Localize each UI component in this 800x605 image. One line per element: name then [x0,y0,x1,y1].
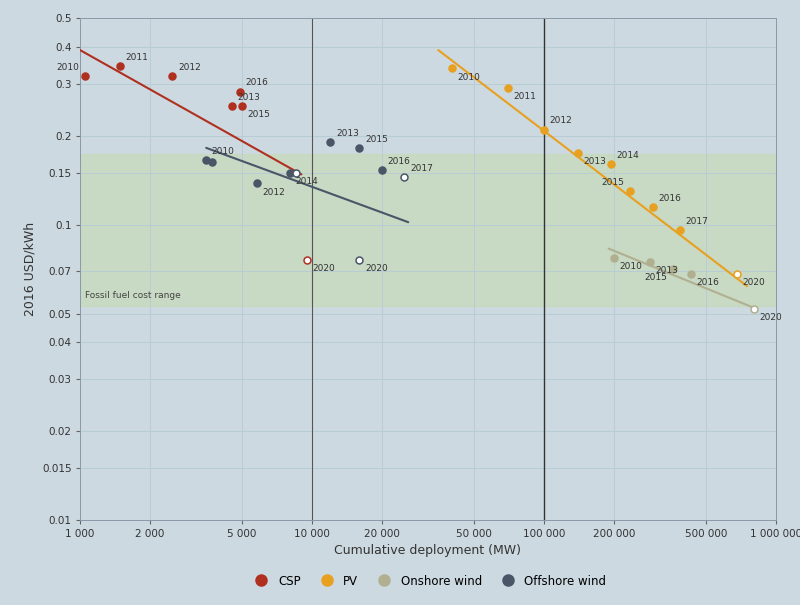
Text: 2010: 2010 [212,147,234,156]
Text: 2016: 2016 [387,157,410,166]
Text: 2010: 2010 [619,263,642,272]
Text: 2016: 2016 [246,79,269,88]
Text: 2020: 2020 [759,313,782,322]
Text: 2016: 2016 [658,194,682,203]
Legend: CSP, PV, Onshore wind, Offshore wind: CSP, PV, Onshore wind, Offshore wind [245,570,611,592]
Text: 2015: 2015 [602,178,625,187]
Text: 2010: 2010 [458,73,480,82]
X-axis label: Cumulative deployment (MW): Cumulative deployment (MW) [334,544,522,557]
Text: 2012: 2012 [178,63,201,72]
Text: 2014: 2014 [617,151,639,160]
Text: 2013: 2013 [237,93,260,102]
Text: 2014: 2014 [295,177,318,186]
Text: 2015: 2015 [645,273,667,282]
Text: 2012: 2012 [262,188,286,197]
Text: 2015: 2015 [248,110,270,119]
Text: 2020: 2020 [742,278,766,287]
Text: 2011: 2011 [514,92,537,101]
Text: Fossil fuel cost range: Fossil fuel cost range [85,291,181,300]
Y-axis label: 2016 USD/kWh: 2016 USD/kWh [23,222,37,316]
Text: 2016: 2016 [697,278,719,287]
Text: 2013: 2013 [336,129,359,138]
Text: 2013: 2013 [655,266,678,275]
Text: 2013: 2013 [583,157,606,166]
Text: 2010: 2010 [57,63,79,72]
Text: 2017: 2017 [686,217,708,226]
Text: 2020: 2020 [365,264,388,273]
Text: 2017: 2017 [410,164,433,173]
Text: 2011: 2011 [125,53,148,62]
Bar [80,154,776,306]
Text: 2020: 2020 [312,264,335,273]
Text: 2015: 2015 [365,135,388,144]
Text: 2012: 2012 [550,116,572,125]
